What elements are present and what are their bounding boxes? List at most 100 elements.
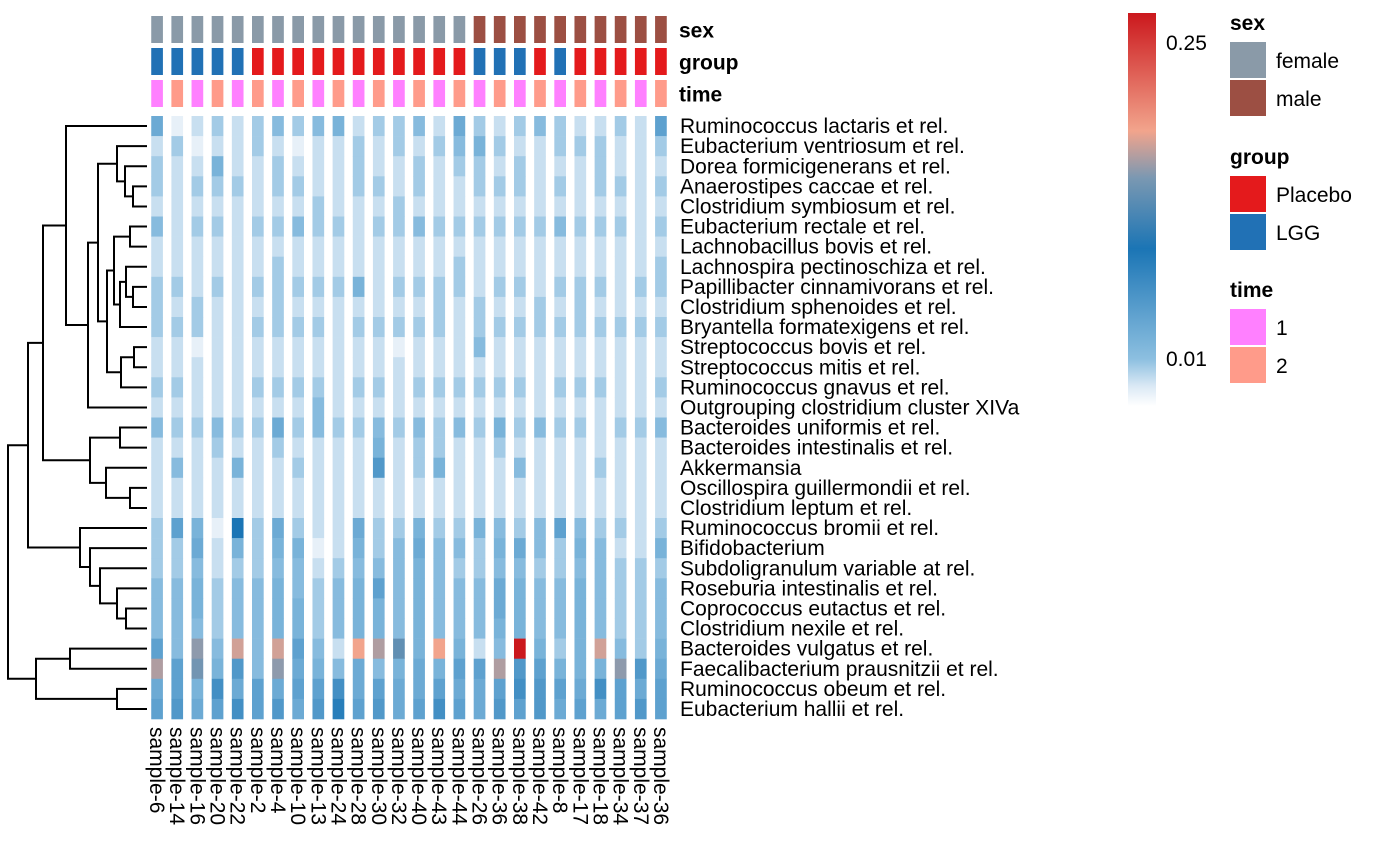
- heatmap-cell: [211, 518, 224, 539]
- heatmap-cell: [332, 337, 345, 358]
- heatmap-cell: [292, 497, 304, 519]
- heatmap-cell: [655, 417, 667, 438]
- heatmap-cell: [614, 136, 627, 157]
- heatmap-cell: [534, 558, 546, 579]
- heatmap-cell: [594, 658, 607, 680]
- heatmap-cell: [634, 256, 647, 278]
- row-label: Bacteroides vulgatus et rel.: [680, 638, 933, 661]
- dendrogram-branch: [69, 647, 147, 670]
- heatmap-cell: [211, 176, 224, 197]
- heatmap-cell: [413, 256, 425, 278]
- heatmap-cell: [231, 317, 244, 338]
- heatmap-cell: [514, 136, 526, 157]
- heatmap-cell: [655, 337, 667, 358]
- heatmap-cell: [171, 538, 184, 559]
- heatmap-cell: [433, 477, 446, 499]
- heatmap-cell: [151, 518, 163, 539]
- heatmap-cell: [473, 538, 486, 559]
- heatmap-cell: [252, 437, 264, 458]
- heatmap-cell: [151, 678, 163, 700]
- heatmap-cell: [332, 256, 345, 278]
- heatmap-cell: [614, 156, 627, 177]
- heatmap-cell: [352, 417, 365, 438]
- heatmap-cell: [433, 276, 446, 298]
- heatmap-cell: [554, 678, 566, 700]
- heatmap-cell: [493, 437, 506, 458]
- heatmap-cell: [473, 618, 486, 639]
- legend-item-label: LGG: [1276, 222, 1320, 245]
- heatmap-cell: [634, 578, 647, 599]
- heatmap-cell: [393, 437, 405, 458]
- heatmap-cell: [514, 337, 526, 358]
- heatmap-cell: [292, 578, 304, 599]
- heatmap-cell: [634, 598, 647, 619]
- heatmap-cell: [473, 216, 486, 237]
- heatmap-cell: [372, 538, 385, 559]
- heatmap-cell: [171, 116, 184, 137]
- heatmap-cell: [574, 357, 587, 378]
- heatmap-cell: [594, 417, 607, 438]
- heatmap-cell: [574, 598, 587, 619]
- annotation-sex-cell: [191, 16, 204, 43]
- heatmap-cell: [493, 578, 506, 599]
- heatmap-cell: [493, 417, 506, 438]
- annotation-time-title: time: [679, 84, 722, 107]
- heatmap-cell: [211, 156, 224, 177]
- heatmap-cell: [372, 276, 385, 298]
- heatmap-cell: [252, 337, 264, 358]
- heatmap-cell: [413, 176, 425, 197]
- heatmap-cell: [413, 518, 425, 539]
- legend-swatch: [1230, 309, 1266, 345]
- heatmap-cell: [453, 236, 466, 257]
- row-label: Bacteroides intestinalis et rel.: [680, 437, 953, 460]
- heatmap-cell: [574, 397, 587, 418]
- heatmap-cell: [614, 317, 627, 338]
- heatmap-cell: [574, 497, 587, 519]
- heatmap-cell: [655, 276, 667, 298]
- heatmap-cell: [252, 618, 264, 639]
- annotation-group-cell: [231, 48, 244, 75]
- heatmap-cell: [473, 558, 486, 579]
- heatmap-cell: [191, 397, 204, 418]
- heatmap-cell: [413, 296, 425, 318]
- heatmap-cell: [191, 196, 204, 217]
- dendrogram-branch: [116, 687, 147, 710]
- heatmap-cell: [634, 216, 647, 237]
- annotation-sex-cell: [514, 16, 526, 43]
- heatmap-cell: [433, 417, 446, 438]
- heatmap-cell: [655, 477, 667, 499]
- heatmap-cell: [191, 176, 204, 197]
- heatmap-cell: [272, 497, 284, 519]
- annotation-group-cell: [171, 48, 184, 75]
- annotation-group-cell: [191, 48, 204, 75]
- heatmap-cell: [252, 457, 264, 479]
- heatmap-cell: [554, 317, 566, 338]
- heatmap-cell: [151, 216, 163, 237]
- legend-item-label: 2: [1276, 355, 1288, 378]
- heatmap-cell: [634, 357, 647, 378]
- heatmap-cell: [514, 357, 526, 378]
- heatmap-cell: [614, 397, 627, 418]
- heatmap-cell: [191, 256, 204, 278]
- heatmap-cell: [594, 558, 607, 579]
- column-label: sample-43: [427, 727, 450, 825]
- heatmap-cell: [272, 558, 284, 579]
- row-label: Roseburia intestinalis et rel.: [680, 577, 938, 600]
- heatmap-cell: [594, 296, 607, 318]
- heatmap-cell: [312, 638, 325, 659]
- heatmap-cell: [514, 417, 526, 438]
- heatmap-cell: [272, 397, 284, 418]
- heatmap-cell: [372, 417, 385, 438]
- annotation-sex-cell: [151, 16, 163, 43]
- heatmap-cell: [332, 357, 345, 378]
- heatmap-cell: [554, 276, 566, 298]
- legend-swatch: [1230, 42, 1266, 78]
- heatmap-cell: [554, 578, 566, 599]
- heatmap-cell: [211, 196, 224, 217]
- heatmap-cell: [473, 296, 486, 318]
- heatmap-cell: [473, 156, 486, 177]
- heatmap-cell: [514, 236, 526, 257]
- annotation-time-cell: [332, 80, 345, 107]
- heatmap-cell: [493, 618, 506, 639]
- heatmap-cell: [171, 477, 184, 499]
